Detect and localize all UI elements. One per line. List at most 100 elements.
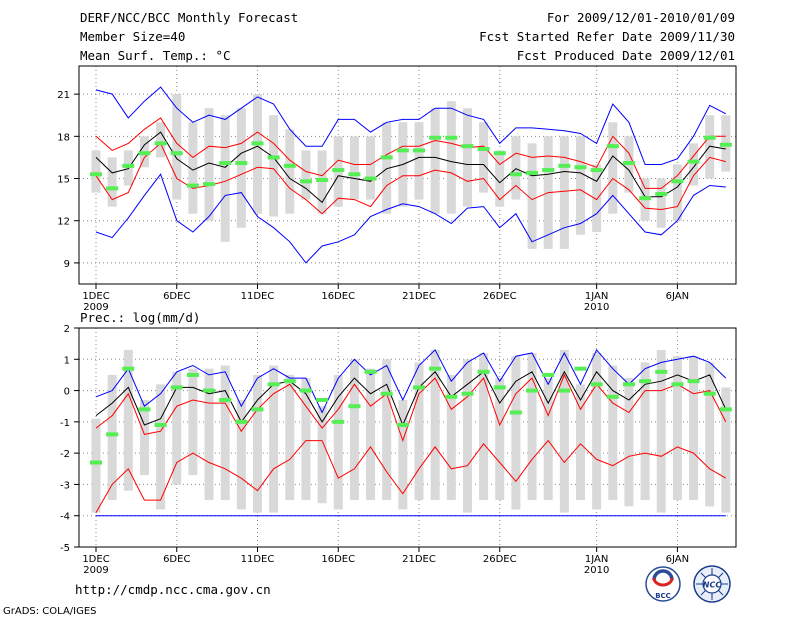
ensemble-box [608,122,618,214]
observed-marker [122,163,135,168]
ensemble-box [689,143,699,186]
x-year-label: 2009 [83,565,108,576]
observed-marker [299,179,312,184]
ensemble-box [333,374,343,510]
observed-marker [671,382,684,387]
observed-marker [364,369,377,374]
observed-marker [154,422,167,427]
variable-label-temperature: Mean Surf. Temp.: °C [80,48,231,63]
x-year-label: 2010 [584,565,609,576]
observed-marker [493,151,506,156]
source-url: http://cmdp.ncc.cma.gov.cn [75,582,271,597]
observed-marker [461,144,474,149]
ensemble-box [446,101,456,214]
x-tick-label: 26DEC [483,291,517,302]
observed-marker [526,170,539,175]
plot-frame [78,65,737,285]
observed-marker [251,141,264,146]
observed-marker [509,172,522,177]
ensemble-box [269,365,279,513]
ensemble-box [672,164,682,221]
ensemble-box [672,356,682,501]
observed-marker [106,186,119,191]
line-max [95,348,727,414]
ensemble-box [608,365,618,501]
ensemble-box [414,362,424,501]
x-year-label: 2010 [584,302,609,313]
observed-marker [267,155,280,160]
observed-marker [299,388,312,393]
observed-marker [138,151,151,156]
observed-marker [606,144,619,149]
x-tick-label: 6JAN [666,554,689,565]
ensemble-box [592,353,602,510]
observed-marker [622,382,635,387]
bcc-logo-text: BCC [655,592,671,600]
observed-marker [429,135,442,140]
ensemble-box [689,356,699,501]
y-tick-label: 21 [57,90,70,101]
observed-marker [574,366,587,371]
temperature-panel: 9 12 15 18 21 1DEC 6DEC 11DEC 16DEC 21DEC 26DEC 1JA… [57,65,737,313]
ensemble-box [495,378,505,501]
x-tick-label: 6JAN [666,291,689,302]
ensemble-box [285,129,295,214]
observed-marker [186,372,199,377]
ensemble-box [156,122,166,158]
observed-marker [493,385,506,390]
ensemble-box [430,349,440,501]
ensemble-box [398,399,408,510]
line-ensemble-mean [95,131,726,204]
observed-marker [316,177,329,182]
observed-marker [526,388,539,393]
observed-marker [590,382,603,387]
ensemble-box [382,359,392,501]
ensemble-box [576,384,585,501]
ensemble-box [640,362,650,501]
ensemble-box [220,115,230,242]
ensemble-box [188,122,198,214]
ensemble-box [156,384,166,510]
x-tick-label: 16DEC [321,291,355,302]
y-tick-label: 2 [64,324,70,335]
observed-marker [90,460,102,465]
forecast-produced-label: Fcst Produced Date 2009/12/01 [517,48,735,63]
observed-marker [332,419,345,424]
y-tick-label: -3 [60,480,70,491]
y-tick-label: 0 [64,387,70,398]
ensemble-box [269,115,279,217]
observed-marker [235,161,248,166]
x-year-label: 2009 [83,302,108,313]
observed-marker [364,176,377,181]
ensemble-box [188,368,198,476]
ensemble-box [559,349,569,513]
x-tick-label: 1DEC [82,291,109,302]
observed-marker [687,159,700,164]
y-tick-label: 1 [64,355,70,366]
ncc-logo-text: NCC [703,581,722,590]
observed-marker [622,161,635,166]
ensemble-box [721,387,731,513]
y-tick-label: -5 [60,543,70,554]
observed-marker [477,369,490,374]
observed-marker [639,196,652,201]
ensemble-box [91,418,101,513]
observed-marker [558,388,571,393]
line-lower-quartile [95,439,727,513]
grads-credit: GrADS: COLA/IGES [3,606,97,617]
ensemble-box [624,378,634,507]
observed-marker [235,419,248,424]
ensemble-box [123,349,133,491]
line-lower-quartile [95,142,726,215]
observed-marker [655,369,668,374]
observed-marker [283,163,296,168]
y-tick-label: 18 [57,132,70,143]
observed-marker [542,372,555,377]
observed-marker [283,379,296,384]
line-upper-quartile [95,373,727,443]
ensemble-box [430,108,440,214]
observed-marker [154,141,167,146]
observed-marker [106,432,119,437]
chart-title: DERF/NCC/BCC Monthly Forecast [80,10,298,25]
